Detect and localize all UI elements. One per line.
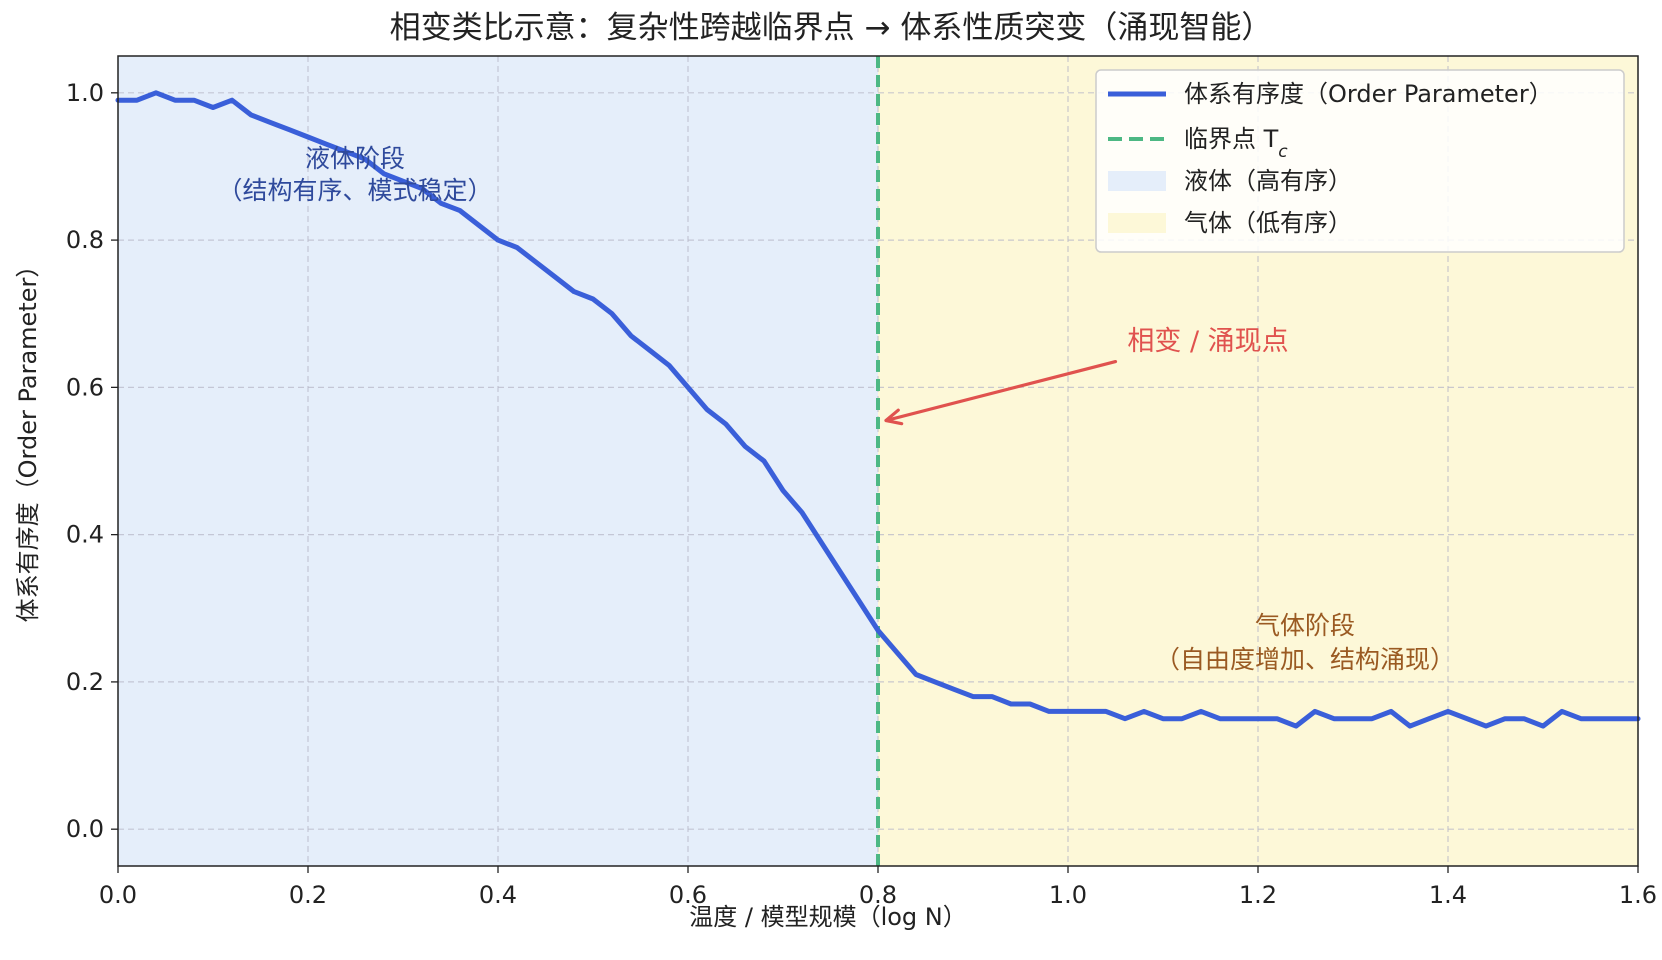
y-tick-label: 0.2 xyxy=(66,668,104,696)
y-tick-label: 1.0 xyxy=(66,79,104,107)
gas-phase-description: （自由度增加、结构涌现） xyxy=(1155,645,1455,674)
x-tick-label: 1.4 xyxy=(1429,881,1467,909)
x-tick-label: 0.6 xyxy=(669,881,707,909)
legend-label: 体系有序度（Order Parameter） xyxy=(1184,80,1553,108)
legend-label: 液体（高有序） xyxy=(1184,167,1352,195)
legend-swatch-patch xyxy=(1108,171,1166,191)
legend-swatch-patch xyxy=(1108,213,1166,233)
liquid-phase-description: （结构有序、模式稳定） xyxy=(217,176,492,205)
legend-box xyxy=(1095,69,1625,253)
legend-label: 气体（低有序） xyxy=(1184,209,1352,237)
y-tick-label: 0.0 xyxy=(66,815,104,843)
transition-arrow-shaft xyxy=(884,359,1118,423)
y-tick-label: 0.6 xyxy=(66,373,104,401)
y-tick-label: 0.8 xyxy=(66,226,104,254)
liquid-phase-label: 液体阶段 xyxy=(305,144,405,173)
y-tick-label: 0.4 xyxy=(66,521,104,549)
x-axis-label: 温度 / 模型规模（log N） xyxy=(689,903,967,931)
x-tick-label: 1.0 xyxy=(1049,881,1087,909)
y-axis-label: 体系有序度（Order Parameter） xyxy=(14,254,42,623)
x-tick-label: 0.8 xyxy=(859,881,897,909)
transition-arrow-head xyxy=(884,408,904,426)
x-tick-label: 0.2 xyxy=(289,881,327,909)
x-tick-label: 0.4 xyxy=(479,881,517,909)
series-line-order-parameter xyxy=(115,90,1641,729)
x-tick-label: 0.0 xyxy=(99,881,137,909)
x-tick-label: 1.2 xyxy=(1239,881,1277,909)
gas-phase-label: 气体阶段 xyxy=(1255,611,1355,640)
transition-point-label: 相变 / 涌现点 xyxy=(1127,326,1288,357)
x-tick-label: 1.6 xyxy=(1619,881,1657,909)
chart-title: 相变类比示意：复杂性跨越临界点 → 体系性质突变（涌现智能） xyxy=(390,10,1273,46)
